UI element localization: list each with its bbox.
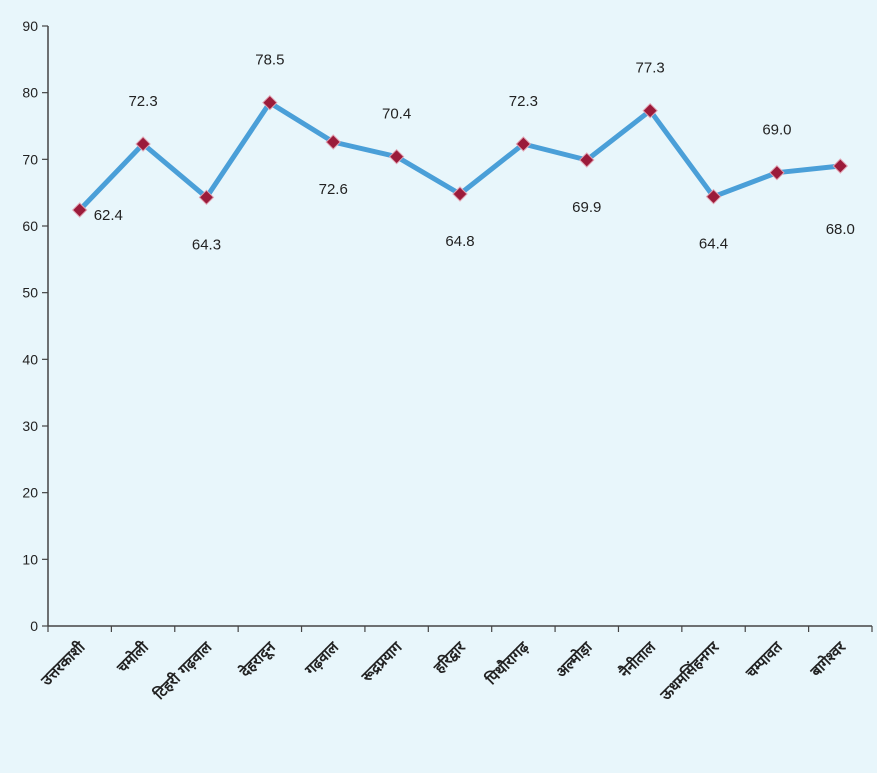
y-tick-label: 0 [30, 618, 38, 634]
data-label: 68.0 [826, 221, 855, 238]
x-category-label: चम्पावत [741, 637, 786, 682]
data-label: 69.0 [762, 122, 791, 139]
data-label: 72.3 [128, 93, 157, 110]
y-tick-label: 40 [22, 351, 38, 367]
data-point-marker [579, 152, 595, 168]
x-category-label: ऊधमसिंहनगर [656, 637, 723, 704]
y-tick-label: 90 [22, 18, 38, 34]
data-label: 64.3 [192, 236, 221, 253]
y-tick-label: 30 [22, 418, 38, 434]
data-label: 77.3 [636, 60, 665, 77]
x-category-label: रूद्रप्रयाग [357, 638, 406, 687]
data-point-marker [705, 188, 722, 205]
data-label: 72.6 [319, 181, 348, 198]
data-label: 72.3 [509, 93, 538, 110]
data-point-marker [515, 136, 532, 152]
x-category-label: पिथौरागढ़ [481, 638, 532, 689]
x-axis-category-labels: उत्तरकाशी चमोलीटिहरी गढ़वाल देहरादून गढ़वाल… [37, 637, 850, 704]
data-point-marker [71, 202, 88, 218]
data-point-marker [262, 94, 278, 111]
data-label: 62.4 [94, 207, 123, 224]
data-point-marker [832, 158, 849, 174]
chart-axes [47, 26, 873, 632]
x-category-label: अल्मोड़ा [552, 637, 596, 681]
y-tick-label: 60 [22, 218, 38, 234]
data-label: 78.5 [255, 52, 284, 69]
y-tick-label: 50 [22, 285, 38, 301]
data-point-marker [135, 136, 151, 152]
y-tick-label: 80 [22, 85, 38, 101]
data-label: 64.8 [445, 233, 474, 250]
x-category-label: देहरादून [235, 638, 279, 682]
data-point-marker [388, 148, 405, 165]
x-category-label: बागेश्वर [806, 637, 850, 681]
data-point-marker [452, 186, 468, 202]
data-markers [71, 94, 849, 218]
data-point-marker [198, 189, 215, 206]
y-tick-label: 20 [22, 485, 38, 501]
x-category-label: चमोली [113, 637, 153, 677]
y-axis-ticks: 0 10 20 30 40 50 60 70 80 90 [22, 18, 48, 634]
data-label: 64.4 [699, 236, 728, 253]
data-point-marker [769, 164, 785, 181]
data-point-marker [642, 102, 658, 119]
x-category-label: हरिद्वार [429, 637, 469, 677]
data-label: 70.4 [382, 106, 411, 123]
x-category-label: उत्तरकाशी [37, 637, 90, 690]
data-labels: 62.4 72.3 64.3 78.5 72.6 70.4 64.8 72.3 69.9 77.3… [94, 52, 855, 254]
data-label: 69.9 [572, 199, 601, 216]
y-tick-label: 10 [22, 551, 38, 567]
x-category-label: नैनीताल [615, 638, 660, 683]
y-tick-label: 70 [22, 151, 38, 167]
data-point-marker [325, 134, 341, 150]
x-category-label: टिहरी गढ़वाल [150, 638, 216, 704]
x-category-label: गढ़वाल [301, 638, 343, 680]
